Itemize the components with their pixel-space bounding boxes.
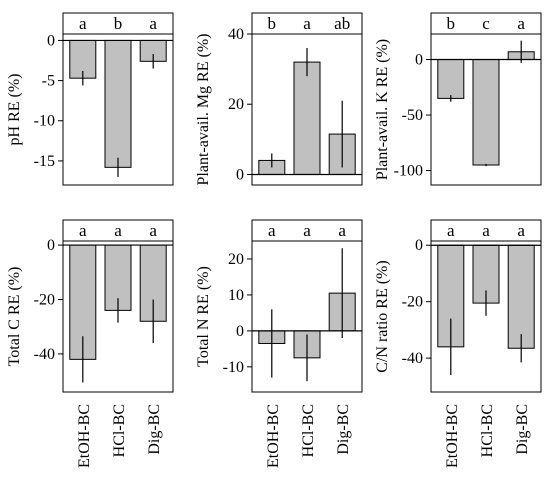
y-tick-label: -50 bbox=[402, 107, 423, 124]
significance-letter: a bbox=[79, 14, 87, 33]
significance-letter: ab bbox=[334, 14, 350, 33]
y-tick-label: 0 bbox=[415, 52, 423, 69]
x-category-label: EtOH-BC bbox=[444, 404, 461, 468]
y-axis-label: Total N RE (%) bbox=[195, 266, 212, 367]
significance-letter: b bbox=[447, 14, 456, 33]
significance-letter: b bbox=[268, 14, 277, 33]
significance-letter: c bbox=[482, 14, 490, 33]
y-axis-label: C/N ratio RE (%) bbox=[374, 260, 391, 372]
y-tick-label: 20 bbox=[228, 251, 244, 268]
y-axis-label: Total C RE (%) bbox=[6, 267, 23, 367]
y-tick-label: 0 bbox=[236, 166, 244, 183]
y-tick-label: 0 bbox=[236, 323, 244, 340]
significance-letter: a bbox=[303, 221, 311, 240]
significance-letter: a bbox=[482, 221, 490, 240]
x-category-label: HCl-BC bbox=[111, 404, 128, 457]
x-category-label: HCl-BC bbox=[300, 404, 317, 457]
y-tick-label: 40 bbox=[228, 26, 244, 43]
y-tick-label: -10 bbox=[34, 113, 55, 130]
panel-frame bbox=[62, 219, 174, 393]
y-tick-label: -20 bbox=[402, 294, 423, 311]
panel-6: 0 -20 -40 C/N ratio RE (%) a a a EtOH-BC HCl-BC D… bbox=[374, 219, 542, 468]
bar-HCl-BC bbox=[104, 39, 132, 168]
y-tick-label: -20 bbox=[34, 291, 55, 308]
panel-frame bbox=[430, 219, 542, 393]
significance-letter: a bbox=[149, 221, 157, 240]
panel-1: 0 -5 -10 -15 pH RE (%) a b a bbox=[6, 12, 174, 186]
significance-letter: b bbox=[114, 14, 123, 33]
y-tick-label: -10 bbox=[223, 359, 244, 376]
bar-Dig-BC bbox=[507, 244, 535, 349]
significance-letter: a bbox=[517, 14, 525, 33]
y-tick-label: -40 bbox=[402, 350, 423, 367]
panel-4: 0 -20 -40 Total C RE (%) a a a EtOH-BC HCl-BC Dig… bbox=[6, 219, 174, 468]
significance-letter: a bbox=[447, 221, 455, 240]
y-tick-label: -40 bbox=[34, 346, 55, 363]
y-axis-label: Plant-avail. K RE (%) bbox=[374, 39, 391, 180]
panel-frame bbox=[251, 219, 363, 393]
x-category-label: Dig-BC bbox=[146, 404, 163, 455]
panel-frame bbox=[251, 12, 363, 186]
significance-letter: a bbox=[338, 221, 346, 240]
significance-letter: a bbox=[303, 14, 311, 33]
y-tick-label: -15 bbox=[34, 153, 55, 170]
bar-HCl-BC bbox=[472, 59, 500, 166]
significance-letter: a bbox=[149, 14, 157, 33]
y-tick-label: 0 bbox=[47, 32, 55, 49]
y-tick-label: 0 bbox=[415, 237, 423, 254]
panel-5: 20 10 0 -10 Total N RE (%) a a a EtOH-BC HCl-BC Di… bbox=[195, 219, 363, 468]
significance-letter: a bbox=[114, 221, 122, 240]
significance-letter: a bbox=[517, 221, 525, 240]
y-tick-label: 10 bbox=[228, 287, 244, 304]
y-tick-label: -100 bbox=[394, 163, 423, 180]
x-category-label: EtOH-BC bbox=[265, 404, 282, 468]
x-category-label: EtOH-BC bbox=[76, 404, 93, 468]
y-tick-label: 20 bbox=[228, 96, 244, 113]
y-axis-label: pH RE (%) bbox=[6, 74, 23, 146]
bar-HCl-BC bbox=[293, 61, 321, 175]
x-category-label: Dig-BC bbox=[335, 404, 352, 455]
bar-EtOH-BC bbox=[437, 59, 465, 99]
panel-2: 0 20 40 Plant-avail. Mg RE (%) b a ab bbox=[195, 12, 363, 186]
y-tick-label: -5 bbox=[42, 73, 55, 90]
y-axis-label: Plant-avail. Mg RE (%) bbox=[195, 34, 212, 186]
panel-frame bbox=[430, 12, 542, 186]
x-category-label: HCl-BC bbox=[479, 404, 496, 457]
significance-letter: a bbox=[268, 221, 276, 240]
significance-letter: a bbox=[79, 221, 87, 240]
y-tick-label: 0 bbox=[47, 237, 55, 254]
x-category-label: Dig-BC bbox=[514, 404, 531, 455]
panel-frame bbox=[62, 12, 174, 186]
